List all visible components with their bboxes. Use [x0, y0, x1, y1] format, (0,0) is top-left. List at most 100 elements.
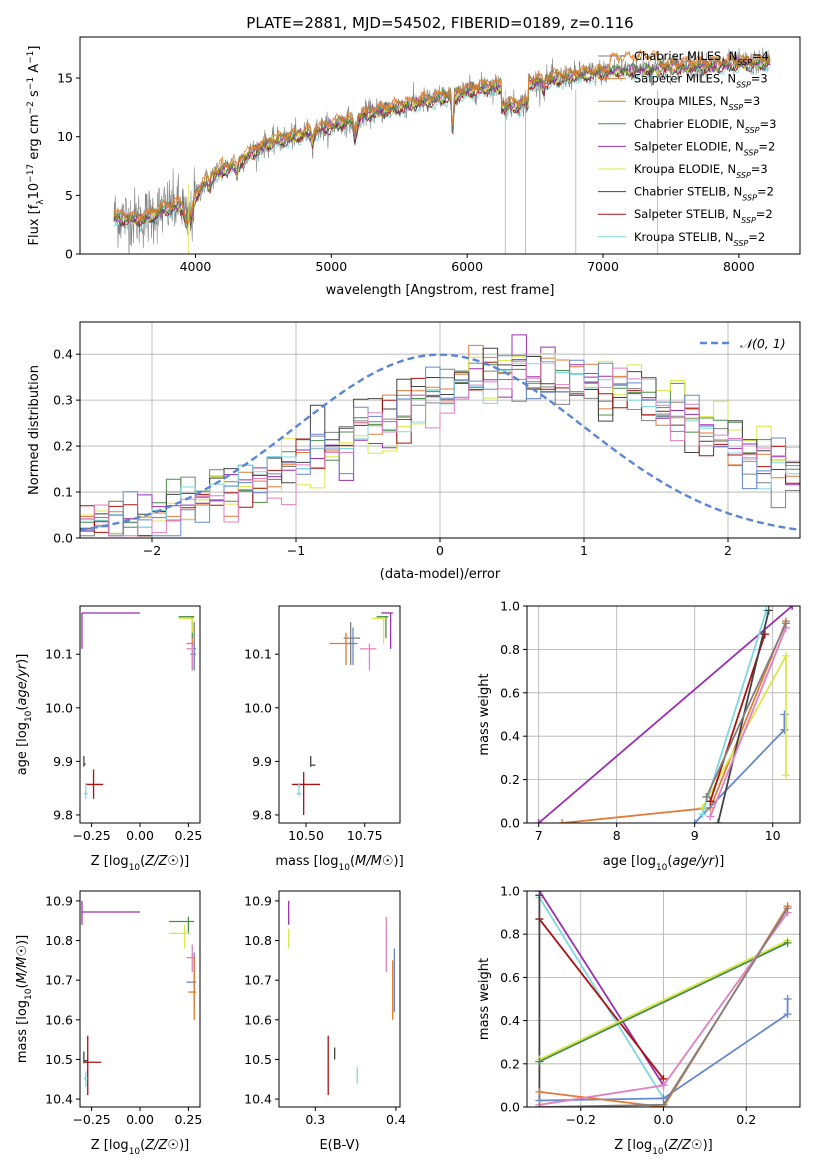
- y-tick-label: 0.0: [53, 531, 73, 546]
- weight-line: [539, 939, 788, 1061]
- legend-entry: Kroupa STELIB, NSSP=2: [634, 230, 765, 248]
- legend-entry: Salpeter ELODIE, NSSP=2: [634, 139, 775, 157]
- weight-line: [538, 918, 665, 1080]
- weight-marker: [781, 651, 790, 660]
- y-tick-label: 0.8: [500, 642, 520, 657]
- y-tick-label: 0.4: [500, 729, 520, 744]
- histogram-step: [80, 360, 800, 537]
- weight-marker: [714, 819, 723, 823]
- legend-entry: Kroupa ELODIE, NSSP=3: [634, 162, 768, 180]
- age_vs_Z-points: [81, 612, 197, 799]
- y-tick-label: 15: [57, 71, 73, 86]
- y-tick-label: 9.9: [53, 754, 73, 769]
- spectrum-legend: Chabrier MILES, NSSP=4 Salpeter MILES, NS…: [598, 49, 776, 247]
- spectrum-title: PLATE=2881, MJD=54502, FIBERID=0189, z=0…: [246, 14, 633, 32]
- x-tick-label: 0.00: [126, 1112, 154, 1127]
- weight-marker: [780, 725, 789, 734]
- axes-frame: [79, 36, 801, 255]
- weight-marker: [690, 819, 699, 823]
- age_vs_Z-ylabel: age [log10(age/yr)]: [15, 654, 34, 776]
- y-tick-label: 10.1: [45, 647, 73, 662]
- model-spectrum-chabrier-elodie: [113, 55, 771, 224]
- spectrum-panel: 4000 5000 6000 7000 8000 0 5 10 15 PLATE=2881, MJ…: [26, 14, 801, 298]
- y-tick-label: 10.0: [45, 700, 73, 715]
- weight-marker: [558, 819, 567, 823]
- weight-marker: [764, 606, 773, 615]
- x-tick-label: −1: [287, 543, 305, 558]
- weight-marker: [780, 710, 789, 719]
- weight-marker: [702, 792, 711, 801]
- x-tick-label: 7000: [587, 259, 619, 274]
- y-tick-label: 0.2: [500, 1056, 520, 1071]
- x-tick-label: 8000: [723, 259, 755, 274]
- mass_vs_Z-ylabel: mass [log10(M/M☉)]: [15, 935, 34, 1063]
- y-tick-label: 9.9: [252, 754, 272, 769]
- age_vs_Z-xlabel: Z [log10(Z/Z☉)]: [91, 854, 189, 873]
- y-tick-label: 0.2: [53, 439, 73, 454]
- y-tick-label: 0.3: [53, 393, 73, 408]
- weight-marker: [535, 891, 544, 900]
- age_vs_mass-panel: 10.50 10.75 9.8 9.9 10.0 10.1 mass [log10(M/M☉…: [244, 605, 404, 873]
- y-tick-label: 5: [65, 188, 73, 203]
- weight-marker: [706, 812, 715, 821]
- y-tick-label: 10.5: [45, 1052, 73, 1067]
- y-tick-label: 10.7: [244, 973, 272, 988]
- residuals-panel: −2 −1 0 1 2 0.0 0.1 0.2 0.3 0.4 (data-model)/error…: [27, 321, 801, 582]
- axes-frame: [79, 605, 201, 824]
- axes-frame: [79, 321, 801, 539]
- y-tick-label: 0.6: [500, 970, 520, 985]
- age_vs_Z-panel: −0.25 0.00 0.25 9.8 9.9 10.0 10.1 Z [log10(Z/Z☉…: [15, 605, 202, 873]
- y-tick-label: 10.5: [244, 1052, 272, 1067]
- mass_vs_EBV-xlabel: E(B-V): [319, 1138, 359, 1153]
- mass_vs_EBV-panel: 0.3 0.4 10.4 10.5 10.6 10.7 10.8 10.9 E(B-V): [244, 890, 406, 1153]
- x-tick-label: 7: [535, 828, 543, 843]
- weight-line: [538, 606, 793, 823]
- legend-entry: 𝒩(0, 1): [740, 336, 786, 351]
- weight_vs_Z-ylabel: mass weight: [477, 958, 492, 1040]
- y-tick-label: 0.6: [500, 685, 520, 700]
- y-tick-label: 10.4: [244, 1092, 272, 1107]
- y-tick-label: 10: [57, 129, 73, 144]
- weight_vs_age-xlabel: age [log10(age/yr)]: [603, 854, 725, 873]
- legend-entry: Chabrier STELIB, NSSP=2: [634, 185, 774, 203]
- x-tick-label: 10.50: [288, 828, 324, 843]
- weight-marker: [534, 819, 543, 823]
- x-tick-label: −0.2: [566, 1112, 596, 1127]
- y-tick-label: 10.6: [45, 1012, 73, 1027]
- weight-marker: [535, 1087, 544, 1096]
- y-tick-label: 0.0: [500, 816, 520, 831]
- residuals-xlabel: (data-model)/error: [380, 567, 501, 582]
- y-tick-label: 1.0: [500, 599, 520, 614]
- legend-entry: Kroupa MILES, NSSP=3: [634, 94, 760, 112]
- histogram-step: [80, 354, 800, 537]
- weight-marker: [698, 810, 707, 819]
- weight_vs_age-panel: 7 8 9 10 0.0 0.2 0.4 0.6 0.8 1.0 age [log10(age/yr…: [477, 599, 801, 873]
- y-tick-label: 10.8: [244, 933, 272, 948]
- x-tick-label: 0.3: [305, 1112, 325, 1127]
- mass_vs_Z-xlabel: Z [log10(Z/Z☉)]: [91, 1138, 189, 1157]
- x-tick-label: 0.0: [654, 1112, 674, 1127]
- weight_vs_Z-xlabel: Z [log10(Z/Z☉)]: [614, 1138, 712, 1157]
- normal-curve: [80, 353, 798, 532]
- y-tick-label: 0: [65, 247, 73, 262]
- weight-marker: [783, 1010, 792, 1019]
- weight-marker: [535, 1103, 544, 1107]
- spectrum-xlabel: wavelength [Angstrom, rest frame]: [326, 283, 555, 298]
- y-tick-label: 10.9: [45, 893, 73, 908]
- weight-line: [705, 623, 787, 798]
- y-tick-label: 10.7: [45, 973, 73, 988]
- spectrum-ylabel: Flux [fλ10−17 erg cm−2 s−1 A−1]: [26, 46, 46, 246]
- x-tick-label: −0.25: [72, 828, 110, 843]
- x-tick-label: 8: [613, 828, 621, 843]
- x-tick-label: 5000: [315, 259, 347, 274]
- weight-marker: [535, 1057, 544, 1066]
- y-tick-label: 10.0: [244, 700, 272, 715]
- x-tick-label: 10.75: [347, 828, 383, 843]
- y-tick-label: 10.9: [244, 893, 272, 908]
- model-spectrum-salpeter-miles: [113, 49, 771, 224]
- axes-frame: [278, 605, 401, 824]
- weight_vs_age-series: [534, 606, 797, 823]
- y-tick-label: 0.8: [500, 927, 520, 942]
- x-tick-label: −0.25: [72, 1112, 110, 1127]
